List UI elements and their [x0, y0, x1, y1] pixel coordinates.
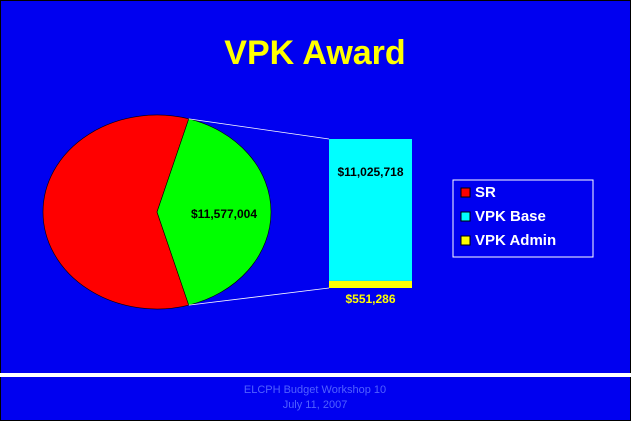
footer-line: July 11, 2007 — [283, 399, 348, 411]
divider — [0, 373, 631, 377]
bar-segment — [329, 139, 412, 281]
data-label: $11,577,004 — [191, 207, 257, 221]
legend-swatch — [460, 211, 471, 222]
data-label: $551,286 — [345, 292, 395, 306]
legend-label: SR — [475, 184, 496, 201]
connector — [188, 118, 330, 140]
connector — [188, 287, 330, 306]
legend-label: VPK Admin — [475, 232, 556, 249]
bar-segment — [329, 280, 412, 288]
chart-title: VPK Award — [224, 34, 405, 72]
pie-slice — [42, 114, 190, 310]
legend-box — [452, 179, 594, 258]
legend-label: VPK Base — [475, 208, 546, 225]
pie-slice — [156, 118, 272, 306]
legend-swatch — [460, 187, 471, 198]
legend-swatch — [460, 235, 471, 246]
footer-line: ELCPH Budget Workshop 10 — [244, 384, 386, 396]
data-label: $11,025,718 — [337, 165, 403, 179]
